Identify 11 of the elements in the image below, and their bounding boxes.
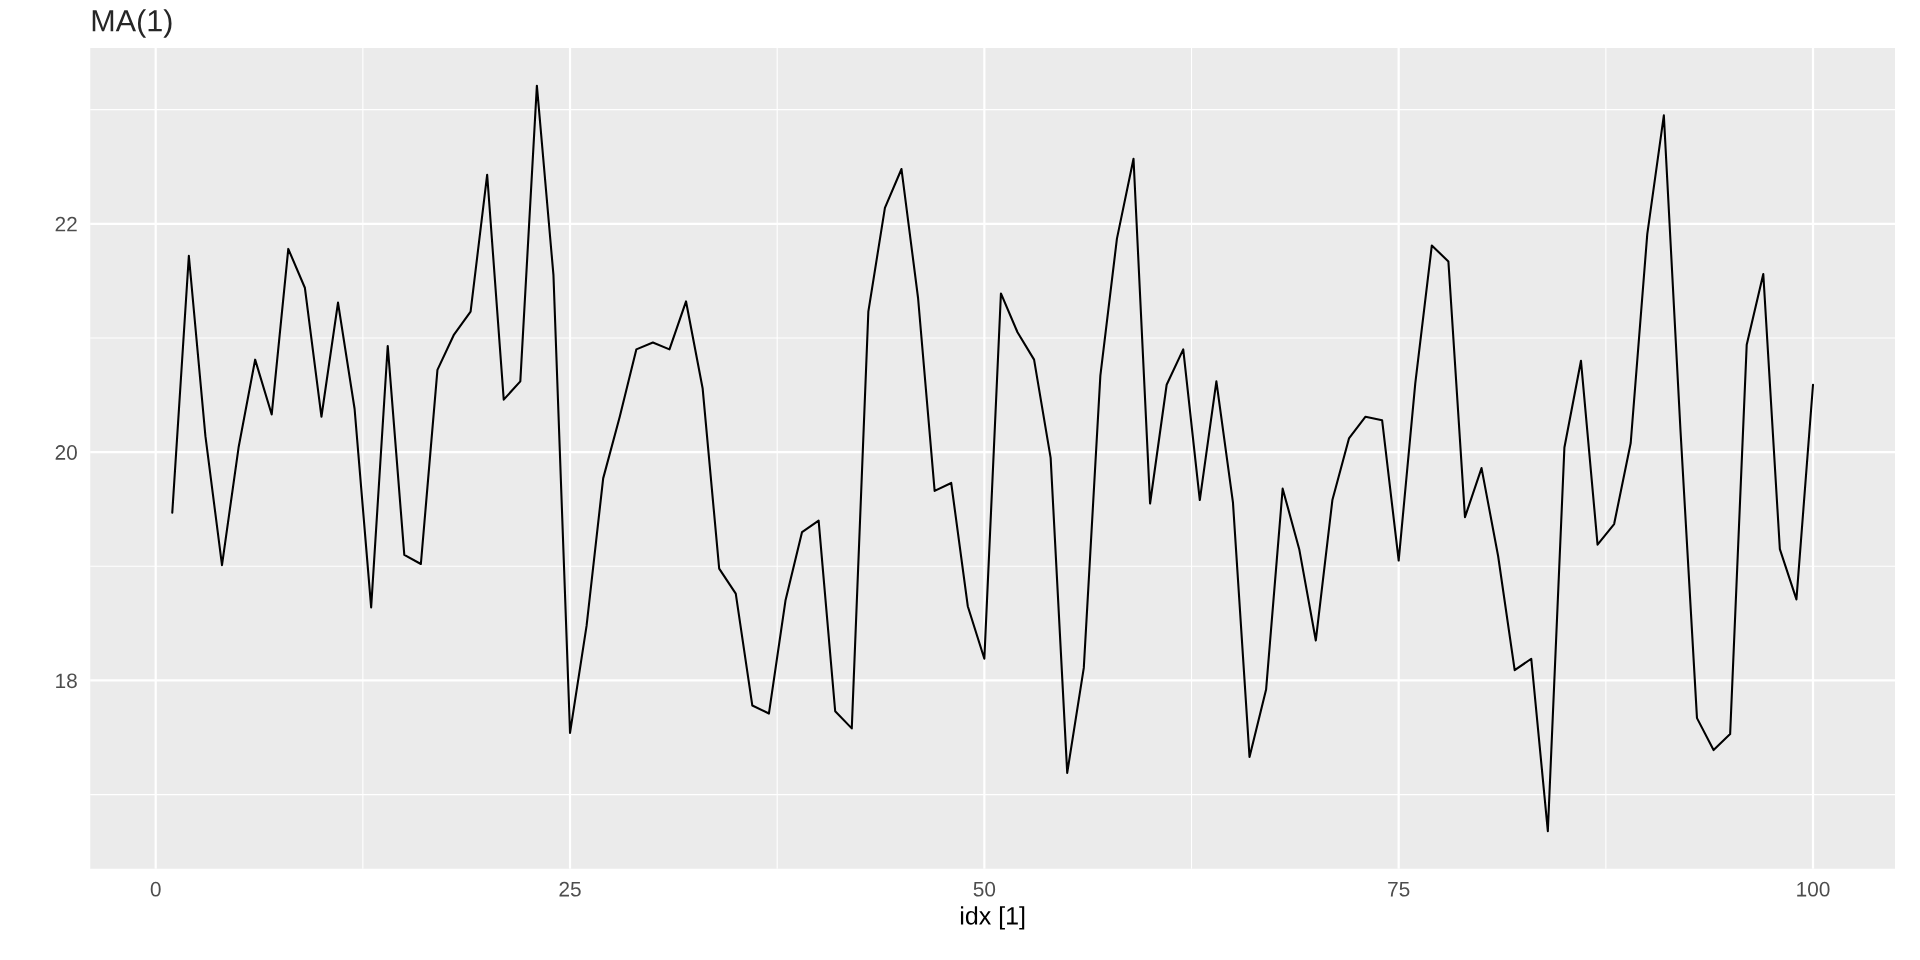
x-tick-label: 50 bbox=[973, 881, 996, 897]
y-tick-label: 20 bbox=[55, 445, 77, 460]
chart-title: MA(1) bbox=[92, 9, 172, 38]
y-tick-label: 18 bbox=[56, 673, 77, 689]
line-series bbox=[171, 84, 1815, 833]
x-tick-label: 75 bbox=[1388, 882, 1410, 897]
x-axis-title: idx [1] bbox=[960, 906, 1025, 930]
x-tick-label: 100 bbox=[1797, 881, 1830, 897]
x-tick-label: 25 bbox=[559, 881, 581, 897]
x-tick-label: 0 bbox=[150, 881, 161, 897]
y-tick-label: 22 bbox=[55, 216, 77, 232]
